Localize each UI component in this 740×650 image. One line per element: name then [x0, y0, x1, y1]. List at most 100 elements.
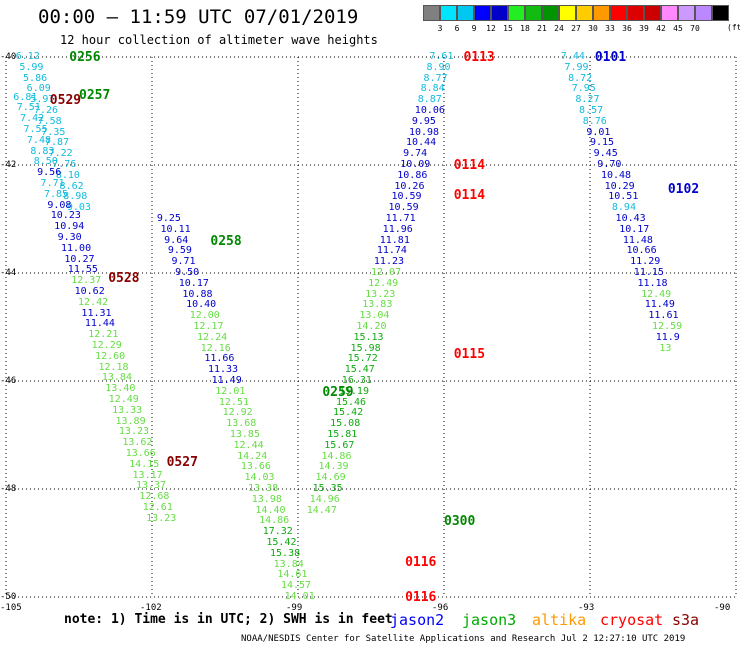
wave-height-value: 10.43	[615, 213, 646, 224]
wave-height-value: 10.40	[186, 299, 217, 311]
pass-label: 0114	[453, 187, 486, 203]
wave-height-value: 13.38	[248, 483, 279, 494]
wave-height-value: 12.51	[218, 396, 250, 408]
pass-label: 0114	[453, 158, 486, 173]
wave-height-value: 13.85	[229, 429, 260, 440]
wave-height-value: 15.42	[266, 537, 297, 548]
wave-height-value: 13.37	[135, 480, 167, 492]
wave-height-value: 13.83	[362, 299, 393, 311]
wave-height-value: 12.49	[641, 288, 672, 300]
color-scale-label: 39	[639, 24, 649, 33]
lat-label: -44	[0, 268, 17, 278]
wave-height-value: 10.44	[406, 137, 437, 149]
color-scale-label: 70	[690, 24, 700, 33]
lat-label: -40	[0, 52, 17, 62]
color-swatch	[440, 5, 457, 21]
wave-height-value: 8.77	[423, 72, 448, 84]
wave-height-value: 10.48	[600, 169, 632, 181]
color-scale-label: 21	[537, 24, 547, 33]
wave-height-value: 12.37	[71, 275, 102, 287]
wave-height-value: 11.55	[67, 264, 98, 276]
wave-height-value: 13.66	[240, 461, 271, 473]
wave-height-value: 14.24	[237, 450, 268, 462]
map-subtitle: 12 hour collection of altimeter wave hei…	[60, 33, 378, 47]
wave-height-value: 10.17	[619, 223, 650, 235]
wave-height-value: 15.46	[335, 396, 367, 408]
wave-height-value: 10.26	[394, 180, 425, 192]
pass-label: 0527	[166, 455, 198, 470]
wave-height-value: 10.17	[178, 277, 209, 289]
wave-height-value: 14.69	[315, 472, 346, 484]
color-scale-label: 24	[554, 24, 564, 33]
wave-height-value: 9.01	[586, 126, 611, 138]
wave-height-value: 12.17	[193, 321, 224, 332]
color-swatch	[678, 5, 695, 21]
wave-height-value: 13.66	[125, 447, 156, 459]
wave-height-value: 13.98	[251, 493, 282, 505]
satellite-legend-item: s3a	[672, 611, 700, 629]
wave-height-value: 11.18	[637, 277, 668, 289]
map-title: 00:00 – 11:59 UTC 07/01/2019	[38, 6, 359, 28]
color-swatch	[423, 5, 440, 21]
footer-note: note: 1) Time is in UTC; 2) SWH is in fe…	[64, 612, 393, 627]
wave-height-value: 11.74	[376, 245, 407, 257]
wave-height-value: 9.03	[66, 202, 91, 214]
color-scale-label: 42	[656, 24, 666, 33]
wave-height-value: 14.39	[318, 461, 349, 473]
wave-height-value: 11.48	[622, 234, 653, 246]
color-swatch	[474, 5, 491, 21]
wave-height-value: 11.49	[211, 375, 242, 386]
color-swatch	[491, 5, 508, 21]
wave-height-value: 8.50	[33, 156, 58, 168]
wave-height-value: 12.29	[91, 339, 122, 351]
wave-height-value: 5.97	[30, 94, 55, 106]
pass-label: 0256	[69, 50, 101, 65]
wave-height-value: 11.81	[379, 234, 410, 246]
pass-label: 0528	[108, 271, 140, 287]
wave-height-value: 10.62	[74, 285, 105, 297]
wave-height-value: 11.66	[204, 353, 235, 365]
color-scale-label: 30	[588, 24, 598, 33]
lat-label: -42	[0, 160, 17, 170]
wave-height-value: 14.96	[309, 493, 340, 505]
pass-label: 0116	[405, 590, 437, 605]
wave-height-value: 9.56	[37, 167, 62, 179]
wave-height-value: 5.86	[23, 72, 48, 84]
color-swatch	[695, 5, 712, 21]
wave-height-value: 10.94	[54, 221, 85, 233]
credit-line: NOAA/NESDIS Center for Satellite Applica…	[241, 634, 686, 644]
wave-height-value: 12.24	[197, 331, 228, 343]
wave-height-value: 10.59	[388, 202, 419, 214]
wave-height-value: 8.87	[417, 94, 442, 106]
wave-height-value: 8.90	[426, 61, 451, 73]
wave-height-value: 10.06	[414, 105, 445, 116]
wave-height-value: 8.76	[582, 115, 607, 127]
wave-height-value: 12.00	[189, 310, 220, 322]
wave-height-value: 8.27	[575, 94, 600, 106]
pass-label: 0257	[79, 87, 111, 103]
wave-height-value: 7.58	[37, 115, 62, 127]
wave-height-value: 6.81	[13, 91, 38, 103]
wave-height-value: 15.67	[324, 439, 355, 451]
color-swatch	[712, 5, 729, 21]
wave-height-value: 7.51	[16, 102, 41, 114]
wave-height-value: 12.49	[368, 277, 399, 289]
lon-label: -102	[140, 603, 162, 613]
wave-height-value: 8.10	[55, 169, 80, 181]
color-scale-label: 18	[520, 24, 530, 33]
color-swatch	[457, 5, 474, 21]
wave-height-value: 15.42	[333, 407, 364, 419]
lon-label: -90	[714, 603, 731, 613]
wave-height-value: 9.71	[171, 256, 196, 268]
wave-height-value: 11.33	[207, 364, 239, 376]
wave-height-value: 8.83	[30, 145, 55, 157]
pass-label: 0300	[444, 514, 476, 530]
wave-height-value: 10.88	[182, 288, 213, 300]
wave-height-value: 14.03	[244, 472, 275, 484]
wave-height-value: 9.74	[403, 148, 428, 160]
satellite-legend-item: cryosat	[600, 611, 664, 629]
color-swatch	[610, 5, 627, 21]
lon-label: -105	[0, 603, 22, 613]
wave-height-value: 7.42	[20, 113, 45, 125]
wave-height-value: 8.62	[59, 180, 84, 192]
